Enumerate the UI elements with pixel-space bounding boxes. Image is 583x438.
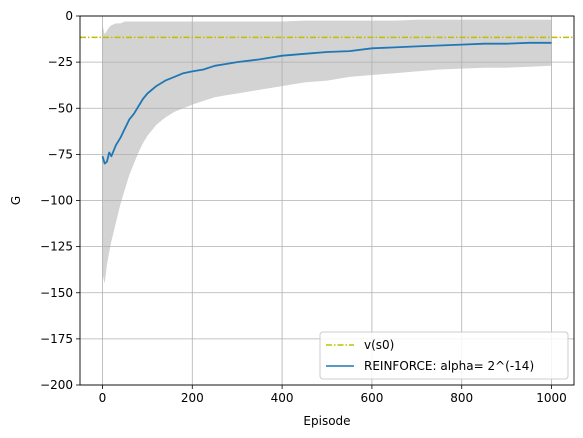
legend-series-label: REINFORCE: alpha= 2^(-14) xyxy=(364,359,534,373)
x-axis-ticks: 0 200 400 600 800 1000 xyxy=(99,385,567,405)
series-layer xyxy=(101,41,552,165)
y-tick-label: −175 xyxy=(40,332,73,346)
y-axis-ticks: 0 −25 −50 −75 −100 −125 −150 −175 −200 xyxy=(40,9,80,392)
y-axis-label: G xyxy=(9,196,23,205)
x-tick-label: 200 xyxy=(181,391,204,405)
y-tick-label: −100 xyxy=(40,194,73,208)
x-tick-label: 400 xyxy=(271,391,294,405)
y-tick-label: −200 xyxy=(40,378,73,392)
confidence-band xyxy=(102,19,552,284)
x-tick-label: 800 xyxy=(450,391,473,405)
y-tick-label: −25 xyxy=(48,55,73,69)
x-tick-label: 600 xyxy=(360,391,383,405)
y-tick-label: −50 xyxy=(48,101,73,115)
series-line xyxy=(101,41,552,165)
legend-ref-label: v(s0) xyxy=(364,338,394,352)
y-tick-label: −75 xyxy=(48,147,73,161)
y-tick-label: −125 xyxy=(40,240,73,254)
x-tick-label: 1000 xyxy=(536,391,567,405)
y-tick-label: −150 xyxy=(40,286,73,300)
band-area xyxy=(102,19,552,284)
legend-box xyxy=(319,331,569,380)
x-axis-label: Episode xyxy=(303,414,350,428)
legend: v(s0) REINFORCE: alpha= 2^(-14) xyxy=(319,331,569,380)
y-tick-label: 0 xyxy=(65,9,73,23)
x-tick-label: 0 xyxy=(99,391,107,405)
